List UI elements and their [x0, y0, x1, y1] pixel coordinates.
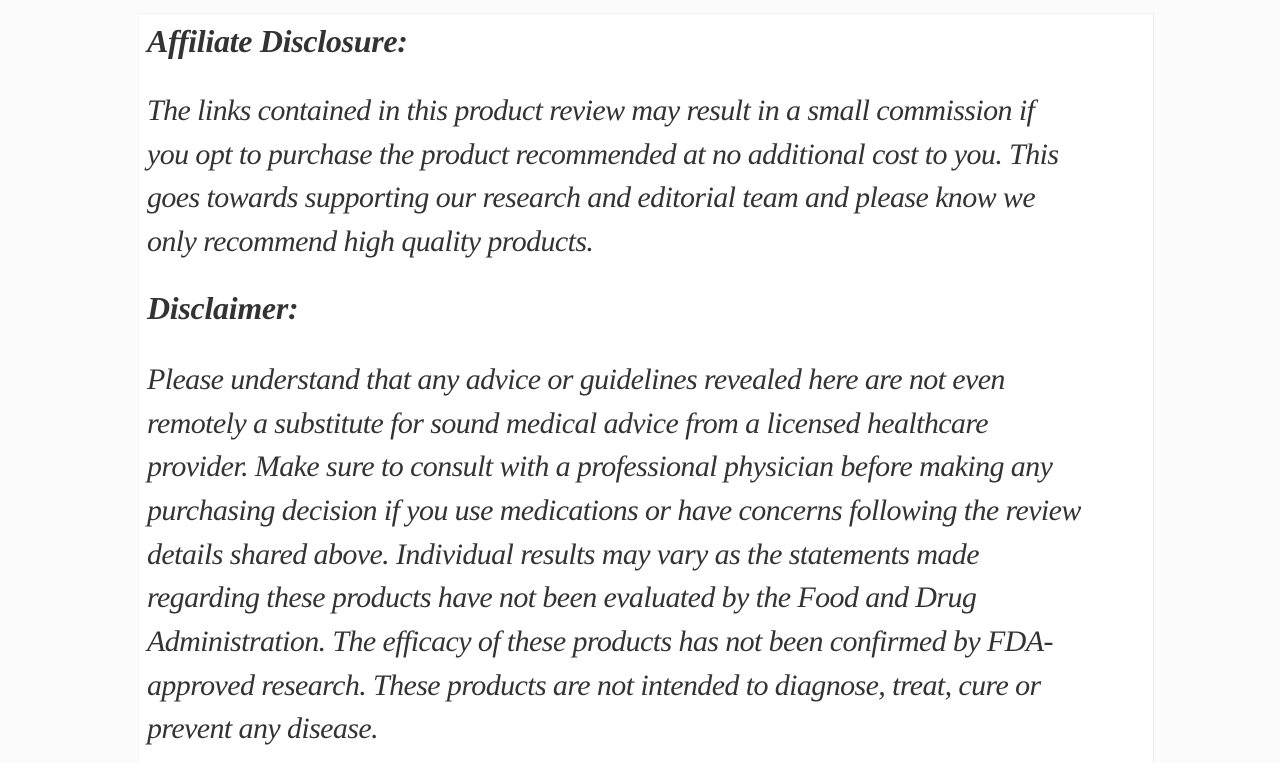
affiliate-disclosure-heading: Affiliate Disclosure: [147, 23, 408, 59]
disclaimer-heading: Disclaimer: [147, 289, 299, 326]
article-content-card: Affiliate Disclosure: The links containe… [138, 13, 1154, 763]
disclaimer-paragraph: Please understand that any advice or gui… [147, 362, 1081, 746]
affiliate-disclosure-paragraph: The links contained in this product revi… [147, 94, 1059, 259]
